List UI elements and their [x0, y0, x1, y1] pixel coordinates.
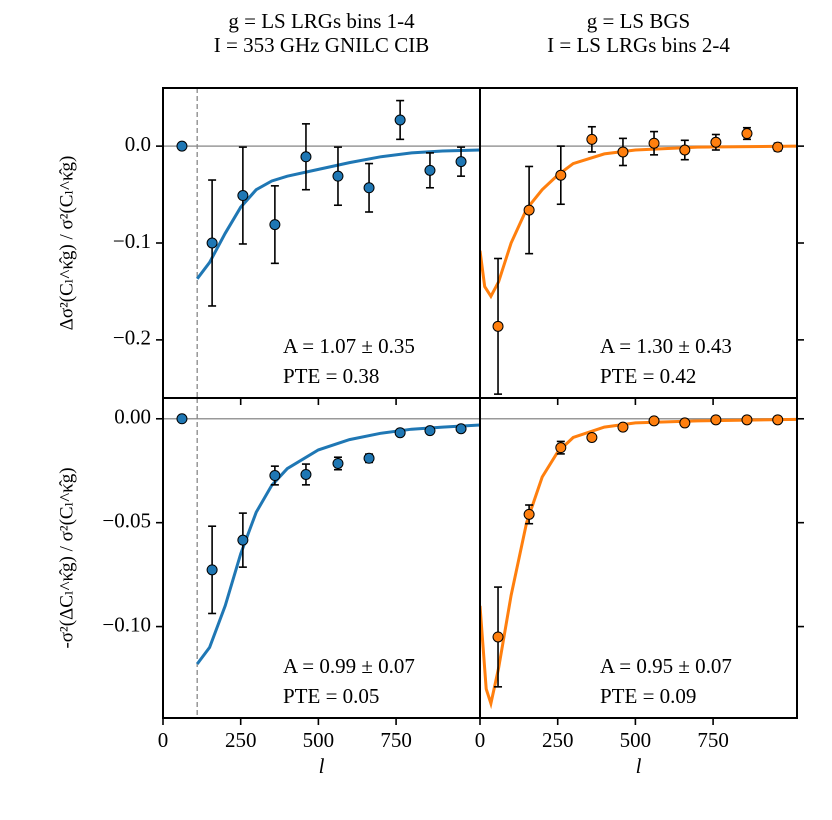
data-point — [741, 128, 753, 140]
data-point — [648, 137, 660, 149]
data-point — [176, 413, 188, 425]
x-tick-label: 750 — [380, 728, 412, 752]
data-point — [555, 442, 567, 454]
x-tick-label: 750 — [697, 728, 729, 752]
data-point — [586, 133, 598, 145]
data-point — [455, 423, 467, 435]
data-point — [394, 427, 406, 439]
y-tick-label: 0.00 — [114, 405, 151, 429]
y-tick-label: −0.1 — [113, 229, 151, 253]
data-point — [455, 156, 467, 168]
x-axis-label: l — [319, 754, 325, 778]
data-point — [332, 457, 344, 469]
data-point — [363, 182, 375, 194]
y-axis-label: Δσ²(Cₗ^κ̂g) / σ²(Cₗ^κ̂g) — [56, 156, 77, 331]
panel-title: I = 353 GHz GNILC CIB — [214, 33, 429, 57]
data-point — [679, 417, 691, 429]
fit-annotation: PTE = 0.42 — [600, 364, 696, 388]
data-point — [772, 414, 784, 426]
data-point — [206, 564, 218, 576]
data-point — [332, 170, 344, 182]
x-tick-label: 500 — [303, 728, 335, 752]
data-point — [710, 414, 722, 426]
panel-title: g = LS BGS — [587, 9, 690, 33]
data-point — [586, 431, 598, 443]
x-tick-label: 500 — [620, 728, 652, 752]
data-point — [363, 452, 375, 464]
data-point — [679, 144, 691, 156]
data-point — [300, 151, 312, 163]
data-point — [523, 508, 535, 520]
fit-annotation: PTE = 0.05 — [283, 684, 379, 708]
fit-annotation: A = 0.95 ± 0.07 — [600, 654, 732, 678]
data-point — [741, 414, 753, 426]
plot-area — [480, 414, 797, 710]
x-tick-label: 250 — [225, 728, 257, 752]
data-point — [237, 534, 249, 546]
y-tick-label: −0.05 — [102, 508, 151, 532]
fit-annotation: A = 1.30 ± 0.43 — [600, 334, 732, 358]
panel-frame — [479, 397, 798, 719]
panel-title: I = LS LRGs bins 2-4 — [547, 33, 730, 57]
data-point — [237, 190, 249, 202]
plot-area — [163, 398, 480, 718]
x-tick-label: 0 — [475, 728, 486, 752]
data-point — [424, 164, 436, 176]
data-point — [617, 146, 629, 158]
y-tick-label: 0.0 — [125, 132, 151, 156]
data-point — [555, 169, 567, 181]
fit-annotation: PTE = 0.38 — [283, 364, 379, 388]
data-point — [492, 320, 504, 332]
data-point — [710, 136, 722, 148]
model-curve — [196, 148, 480, 280]
data-point — [206, 237, 218, 249]
model-curve — [480, 144, 797, 300]
x-axis-label: l — [636, 754, 642, 778]
data-point — [424, 425, 436, 437]
data-point — [617, 421, 629, 433]
panel-title: g = LS LRGs bins 1-4 — [228, 9, 415, 33]
data-point — [269, 219, 281, 231]
data-point — [772, 141, 784, 153]
data-point — [523, 204, 535, 216]
model-curve — [195, 423, 480, 665]
y-axis-label: -σ²(ΔCₗ^κ̂g) / σ²(Cₗ^κ̂g) — [56, 467, 77, 648]
data-point — [269, 470, 281, 482]
y-tick-label: −0.2 — [113, 326, 151, 350]
x-tick-label: 250 — [542, 728, 574, 752]
data-point — [176, 140, 188, 152]
data-point — [648, 415, 660, 427]
plot-area — [163, 88, 480, 398]
data-point — [394, 114, 406, 126]
y-tick-label: −0.10 — [102, 612, 151, 636]
x-tick-label: 0 — [158, 728, 169, 752]
data-point — [300, 468, 312, 480]
fit-annotation: PTE = 0.09 — [600, 684, 696, 708]
fit-annotation: A = 0.99 ± 0.07 — [283, 654, 415, 678]
model-curve — [480, 417, 797, 710]
data-point — [492, 631, 504, 643]
plot-area — [480, 125, 797, 395]
fit-annotation: A = 1.07 ± 0.35 — [283, 334, 415, 358]
